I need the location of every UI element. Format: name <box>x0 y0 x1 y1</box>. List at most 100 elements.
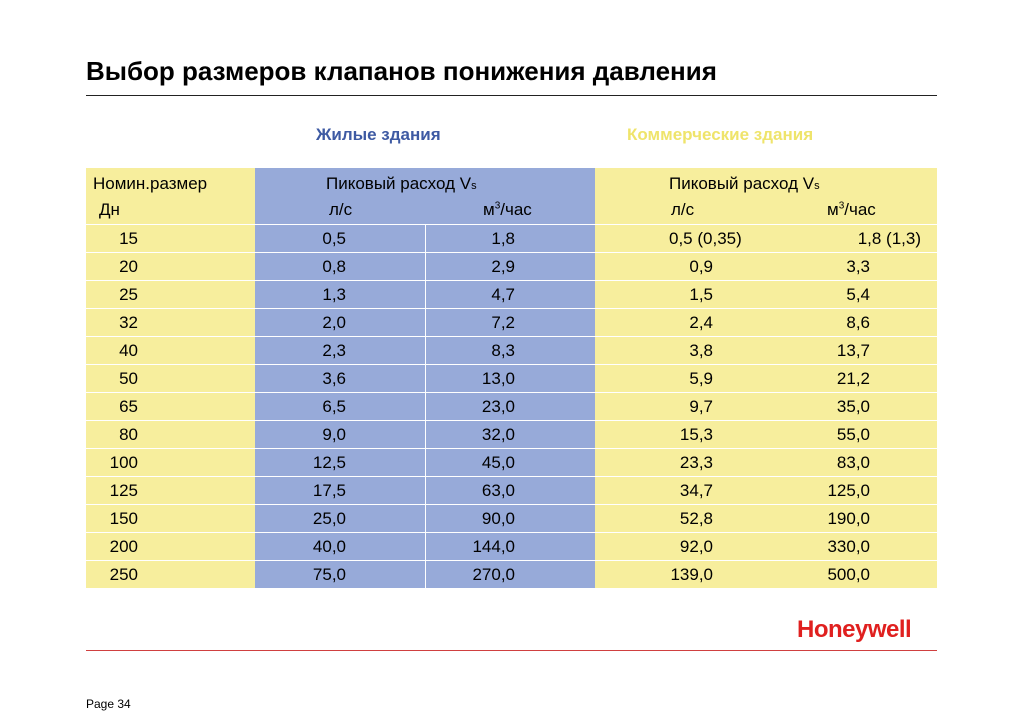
commercial-cell: 92,0 330,0 <box>595 533 937 560</box>
residential-ls-value: 1,3 <box>322 285 346 304</box>
residential-m3-cell: 63,0 <box>425 477 596 504</box>
residential-m3-value: 23,0 <box>481 397 515 416</box>
dn-cell: 100 <box>86 449 255 476</box>
dn-cell: 25 <box>86 281 255 308</box>
page-number: Page 34 <box>86 697 131 711</box>
commercial-ls-value: 139,0 <box>670 565 713 584</box>
residential-ls-value: 75,0 <box>312 565 346 584</box>
residential-m3-cell: 2,9 <box>425 253 596 280</box>
table-row: 20 0,8 2,9 0,9 3,3 <box>86 252 937 280</box>
dn-value: 65 <box>119 397 138 416</box>
residential-m3-cell: 23,0 <box>425 393 596 420</box>
unit-m3-superscript: 3 <box>838 200 845 212</box>
dn-value: 150 <box>109 509 138 528</box>
dn-cell: 65 <box>86 393 255 420</box>
dn-value: 25 <box>119 285 138 304</box>
dn-cell: 32 <box>86 309 255 336</box>
header-peak-flow-commercial-text: Пиковый расход V <box>669 174 815 193</box>
dn-cell: 200 <box>86 533 255 560</box>
header-peak-flow-commercial-sub: s <box>814 180 820 192</box>
residential-m3-cell: 270,0 <box>425 561 596 588</box>
residential-m3-value: 63,0 <box>481 481 515 500</box>
header-unit-ls-commercial: л/с <box>671 200 695 219</box>
residential-ls-value: 12,5 <box>312 453 346 472</box>
dn-value: 20 <box>119 257 138 276</box>
page-title: Выбор размеров клапанов понижения давлен… <box>86 56 717 86</box>
commercial-section-label: Коммерческие здания <box>627 125 814 144</box>
dn-cell: 20 <box>86 253 255 280</box>
commercial-ls-value: 15,3 <box>679 425 713 444</box>
residential-ls-cell: 25,0 <box>255 505 425 532</box>
residential-m3-value: 32,0 <box>481 425 515 444</box>
title-divider <box>86 95 937 96</box>
dn-value: 15 <box>119 229 138 248</box>
table-row: 125 17,5 63,0 34,7 125,0 <box>86 476 937 504</box>
commercial-m3-value: 3,3 <box>846 257 870 276</box>
residential-m3-value: 1,8 <box>491 229 515 248</box>
dn-cell: 250 <box>86 561 255 588</box>
table-row: 65 6,5 23,0 9,7 35,0 <box>86 392 937 420</box>
commercial-cell: 3,8 13,7 <box>595 337 937 364</box>
commercial-ls-value: 92,0 <box>679 537 713 556</box>
residential-m3-cell: 7,2 <box>425 309 596 336</box>
residential-m3-value: 7,2 <box>491 313 515 332</box>
dn-value: 40 <box>119 341 138 360</box>
commercial-ls-value: 9,7 <box>689 397 713 416</box>
residential-ls-value: 2,3 <box>322 341 346 360</box>
residential-m3-cell: 1,8 <box>425 225 596 252</box>
header-nominal-label: Номин.размер <box>93 174 208 193</box>
commercial-m3-value: 55,0 <box>836 425 870 444</box>
residential-m3-value: 8,3 <box>491 341 515 360</box>
table-row: 80 9,0 32,0 15,3 55,0 <box>86 420 937 448</box>
residential-ls-cell: 0,5 <box>255 225 425 252</box>
table-row: 150 25,0 90,0 52,8 190,0 <box>86 504 937 532</box>
residential-section-label: Жилые здания <box>316 125 441 144</box>
valve-sizing-table: Номин.размер Дн Пиковый расход Vs л/с м3… <box>86 168 937 588</box>
residential-ls-cell: 1,3 <box>255 281 425 308</box>
residential-m3-cell: 13,0 <box>425 365 596 392</box>
dn-cell: 150 <box>86 505 255 532</box>
commercial-m3-value: 330,0 <box>827 537 870 556</box>
residential-ls-value: 3,6 <box>322 369 346 388</box>
residential-ls-value: 0,5 <box>322 229 346 248</box>
unit-m3-superscript: 3 <box>494 200 501 212</box>
residential-ls-value: 0,8 <box>322 257 346 276</box>
residential-m3-value: 45,0 <box>481 453 515 472</box>
dn-cell: 80 <box>86 421 255 448</box>
unit-m3-suffix: /час <box>500 200 532 219</box>
residential-m3-cell: 144,0 <box>425 533 596 560</box>
residential-ls-value: 40,0 <box>312 537 346 556</box>
residential-ls-cell: 17,5 <box>255 477 425 504</box>
residential-m3-value: 90,0 <box>481 509 515 528</box>
dn-cell: 40 <box>86 337 255 364</box>
header-unit-m3-residential: м3/час <box>483 200 532 220</box>
table-row: 25 1,3 4,7 1,5 5,4 <box>86 280 937 308</box>
residential-ls-cell: 12,5 <box>255 449 425 476</box>
residential-ls-value: 17,5 <box>312 481 346 500</box>
commercial-cell: 139,0 500,0 <box>595 561 937 588</box>
commercial-cell: 15,3 55,0 <box>595 421 937 448</box>
dn-value: 250 <box>109 565 138 584</box>
commercial-m3-value: 13,7 <box>836 341 870 360</box>
residential-m3-cell: 32,0 <box>425 421 596 448</box>
residential-ls-cell: 2,3 <box>255 337 425 364</box>
residential-m3-value: 13,0 <box>481 369 515 388</box>
table-row: 50 3,6 13,0 5,9 21,2 <box>86 364 937 392</box>
residential-m3-value: 2,9 <box>491 257 515 276</box>
commercial-m3-value: 1,8 (1,3) <box>857 229 921 248</box>
commercial-cell: 5,9 21,2 <box>595 365 937 392</box>
residential-m3-cell: 90,0 <box>425 505 596 532</box>
commercial-cell: 1,5 5,4 <box>595 281 937 308</box>
residential-m3-value: 270,0 <box>472 565 515 584</box>
header-commercial-cell: Пиковый расход Vs л/с м3/час <box>595 168 937 224</box>
commercial-ls-value: 0,5 (0,35) <box>669 229 742 248</box>
residential-ls-cell: 6,5 <box>255 393 425 420</box>
unit-m3-prefix: м <box>827 200 839 219</box>
commercial-cell: 2,4 8,6 <box>595 309 937 336</box>
residential-m3-cell: 8,3 <box>425 337 596 364</box>
dn-value: 32 <box>119 313 138 332</box>
table-header: Номин.размер Дн Пиковый расход Vs л/с м3… <box>86 168 937 224</box>
residential-ls-cell: 0,8 <box>255 253 425 280</box>
commercial-m3-value: 500,0 <box>827 565 870 584</box>
commercial-cell: 52,8 190,0 <box>595 505 937 532</box>
